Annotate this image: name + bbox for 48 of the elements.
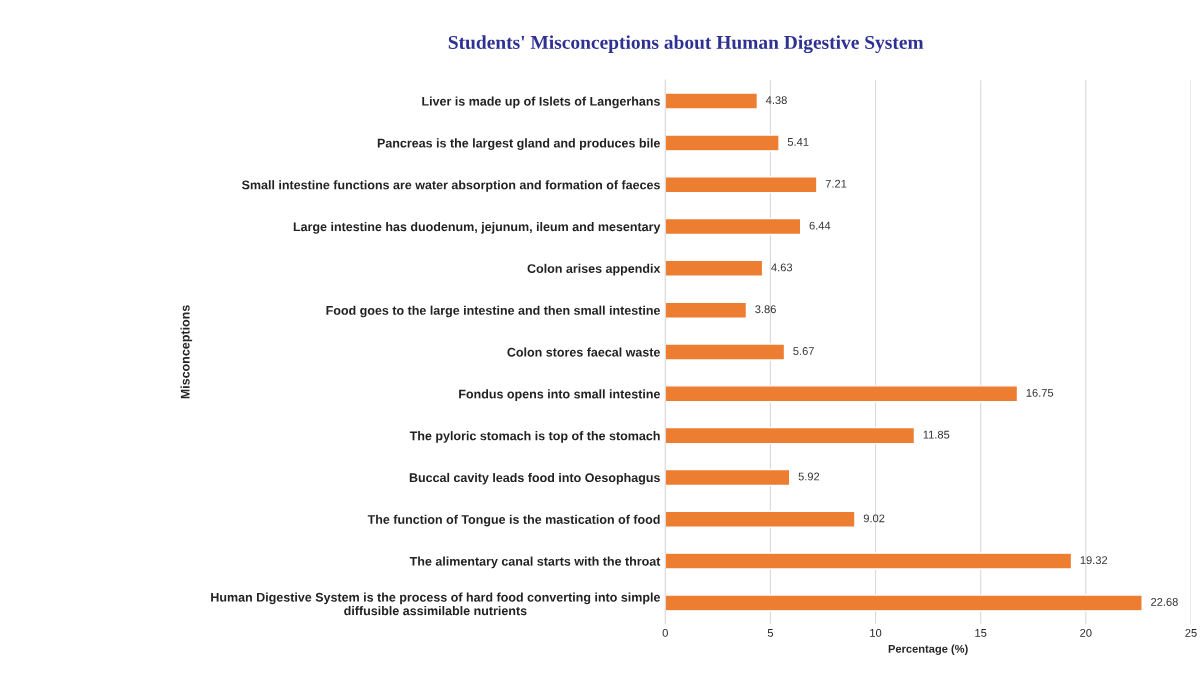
data-label: 22.68 [1151,598,1178,606]
y-tick-label: Colon arises appendix [527,263,661,276]
x-tick-label: 20 [1080,628,1092,637]
data-label: 19.32 [1080,556,1108,565]
bar [665,594,1143,612]
data-label: 16.75 [1026,388,1054,397]
bar [665,343,786,361]
bar [665,468,791,487]
y-tick-label: The function of Tongue is the mastication of food [367,514,660,527]
x-tick-label: 5 [767,629,774,637]
x-tick-label: 25 [1185,628,1197,637]
data-label: 4.38 [765,96,787,105]
y-tick-label: Fondus opens into small intestine [459,389,660,401]
data-label: 7.21 [825,179,847,188]
y-axis-title: Misconceptions [180,305,193,399]
bar [665,426,916,445]
bar [665,92,759,110]
x-tick-label: 15 [975,629,987,637]
data-label: 4.63 [771,263,793,272]
bar [665,510,856,528]
bar [665,259,764,277]
data-label: 6.44 [809,221,831,230]
bar [665,176,818,194]
bar [665,385,1019,403]
data-label: 5.92 [798,472,820,481]
x-axis-title: Percentage (%) [888,644,968,655]
y-tick-label: Pancreas is the largest gland and produces bile [377,138,660,151]
data-label: 5.67 [793,347,814,355]
bar [665,552,1073,570]
x-tick-label: 10 [870,628,882,637]
y-tick-label: Liver is made up of Islets of Langerhans [422,96,660,109]
data-label: 11.85 [923,430,950,439]
bar [665,301,748,319]
chart-title: Students' Misconceptions about Human Digestive System [448,35,924,54]
y-tick-label: Large intestine has duodenum, jejunum, ileum and mesentary [293,222,661,234]
bar [665,134,780,152]
y-tick-label: Buccal cavity leads food into Oesophagus [409,472,660,485]
data-label: 5.41 [787,138,809,146]
y-tick-label: Small intestine functions are water absorption and formation of faeces [241,180,660,192]
y-tick-label: The alimentary canal starts with the throat [409,556,661,569]
bar [665,217,802,236]
x-tick-label: 0 [662,628,668,637]
data-label: 9.02 [863,514,885,523]
y-tick-label: Human Digestive System is the process of hard food converting into simple diffusible assimilable nutrients [211,592,660,616]
y-tick-label: Colon stores faecal waste [507,347,660,357]
data-label: 3.86 [755,305,776,314]
y-tick-label: The pyloric stomach is top of the stomach [409,431,660,443]
y-tick-label: Food goes to the large intestine and then small intestine [326,305,660,318]
